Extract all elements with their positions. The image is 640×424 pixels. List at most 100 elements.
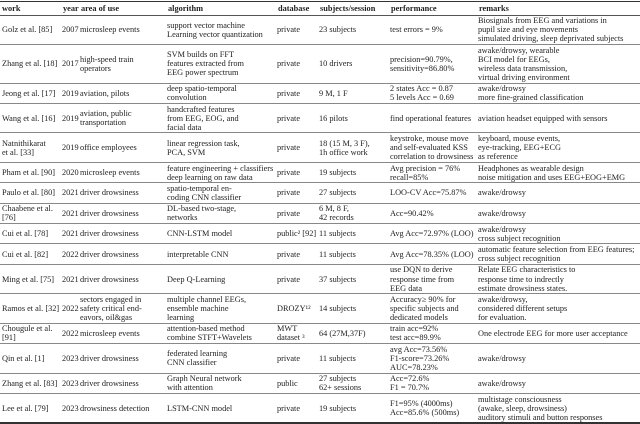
cell-performance: train acc=92% test acc=89.9% (389, 323, 477, 345)
cell-area-of-use: driver drowsiness (79, 343, 166, 374)
table-row: Cui et al. [78] 2021 driver drowsiness CNN-… (0, 223, 640, 245)
header-performance: performance (389, 1, 477, 16)
cell-database: public (276, 373, 318, 394)
cell-work: Qin et al. [1] (0, 343, 61, 374)
cell-year: 2019 (61, 103, 79, 134)
cell-algorithm: Deep Q-Learning (166, 264, 276, 295)
cell-database: private (276, 343, 318, 374)
cell-algorithm: linear regression task, PCA, SVM (166, 132, 276, 163)
cell-year: 2023 (61, 343, 79, 374)
cell-subjects-session: 10 drivers (318, 44, 389, 84)
cell-remarks: aviation headset equipped with sensors (477, 103, 640, 134)
cell-algorithm: LSTM-CNN model (166, 393, 276, 424)
table-row: Pham et al. [90] 2020 microsleep events fea… (0, 162, 640, 184)
header-subjects-session: subjects/session (318, 1, 389, 16)
cell-algorithm: attention-based method combine STFT+Wave… (166, 323, 276, 345)
cell-year: 2021 (61, 182, 79, 204)
cell-year: 2022 (61, 293, 79, 324)
table-row: Zhang et al. [83] 2023 driver drowsiness Gr… (0, 373, 640, 394)
cell-work: Golz et al. [85] (0, 15, 61, 46)
cell-performance: Avg Acc=78.35% (LOO) (389, 243, 477, 265)
cell-area-of-use: driver drowsiness (79, 373, 166, 394)
cell-remarks: multistage consciousness (awake, sleep, … (477, 393, 640, 424)
table-row: Golz et al. [85] 2007 microsleep events sup… (0, 15, 640, 46)
cell-performance: 2 states Acc = 0.87 5 levels Acc = 0.69 (389, 83, 477, 105)
table-row: Natnithikarat et al. [33] 2019 office empl… (0, 132, 640, 163)
cell-area-of-use: high-speed train operators (79, 44, 166, 84)
cell-remarks: awake/drowsy, considered different setup… (477, 293, 640, 324)
cell-work: Zhang et al. [83] (0, 373, 61, 394)
cell-database: private (276, 264, 318, 295)
cell-year: 2022 (61, 243, 79, 265)
cell-year: 2020 (61, 162, 79, 184)
header-area-of-use: area of use (79, 1, 166, 16)
cell-performance: F1=95% (4000ms) Acc=85.6% (500ms) (389, 393, 477, 424)
cell-subjects-session: 9 M, 1 F (318, 83, 389, 105)
cell-subjects-session: 11 subjects (318, 243, 389, 265)
table-row: Lee et al. [79] 2023 drowsiness detection L… (0, 393, 640, 424)
cell-year: 2023 (61, 373, 79, 394)
cell-remarks: awake/drowsy (477, 182, 640, 204)
cell-performance: precision=90.79%, sensitivity=86.80% (389, 44, 477, 84)
cell-performance: Accuracy≥ 90% for specific subjects and … (389, 293, 477, 324)
cell-year: 2023 (61, 393, 79, 424)
cell-work: Chaabene et al. [76] (0, 203, 61, 225)
cell-subjects-session: 27 subjects 62+ sessions (318, 373, 389, 394)
table-row: Ramos et al. [32] 2022 sectors engaged in … (0, 293, 640, 324)
cell-work: Lee et al. [79] (0, 393, 61, 424)
cell-algorithm: deep spatio-temporal convolution (166, 83, 276, 105)
cell-area-of-use: driver drowsiness (79, 182, 166, 204)
cell-area-of-use: office employees (79, 132, 166, 163)
cell-algorithm: federated learning CNN classifier (166, 343, 276, 374)
cell-database: private (276, 44, 318, 84)
cell-area-of-use: driver drowsiness (79, 223, 166, 245)
cell-remarks: Relate EEG characteristics to response t… (477, 264, 640, 295)
cell-work: Paulo et al. [80] (0, 182, 61, 204)
cell-performance: use DQN to derive response time from EEG… (389, 264, 477, 295)
cell-performance: test errors = 9% (389, 15, 477, 46)
cell-subjects-session: 19 subjects (318, 162, 389, 184)
cell-year: 2022 (61, 323, 79, 345)
cell-year: 2021 (61, 264, 79, 295)
cell-performance: Acc=72.6% F1 = 70.7% (389, 373, 477, 394)
cell-algorithm: multiple channel EEGs, ensemble machine … (166, 293, 276, 324)
cell-remarks: One electrode EEG for more user acceptan… (477, 323, 640, 345)
cell-area-of-use: driver drowsiness (79, 243, 166, 265)
cell-performance: Avg precision = 76% recall=85% (389, 162, 477, 184)
cell-database: private (276, 243, 318, 265)
cell-algorithm: support vector machine Learning vector q… (166, 15, 276, 46)
cell-area-of-use: microsleep events (79, 162, 166, 184)
cell-remarks: awake/drowsy (477, 343, 640, 374)
table-row: Paulo et al. [80] 2021 driver drowsiness sp… (0, 182, 640, 204)
cell-work: Cui et al. [82] (0, 243, 61, 265)
cell-algorithm: feature engineering + classifiers deep l… (166, 162, 276, 184)
cell-database: private (276, 182, 318, 204)
cell-year: 2007 (61, 15, 79, 46)
cell-work: Jeong et al. [17] (0, 83, 61, 105)
header-year: year (61, 1, 79, 16)
cell-year: 2019 (61, 132, 79, 163)
cell-area-of-use: microsleep events (79, 15, 166, 46)
cell-remarks: keyboard, mouse events, eye-tracking, EE… (477, 132, 640, 163)
cell-algorithm: CNN-LSTM model (166, 223, 276, 245)
cell-database: public² [92] (276, 223, 318, 245)
cell-remarks: awake/drowsy more fine-grained classific… (477, 83, 640, 105)
header-work: work (0, 1, 61, 16)
header-algorithm: algorithm (166, 1, 276, 16)
header-database: database (276, 1, 318, 16)
cell-performance: LOO-CV Acc=75.87% (389, 182, 477, 204)
cell-database: DROZY¹² (276, 293, 318, 324)
cell-database: private (276, 132, 318, 163)
table-row: Zhang et al. [18] 2017 high-speed train op… (0, 44, 640, 84)
cell-database: private (276, 15, 318, 46)
cell-year: 2017 (61, 44, 79, 84)
table-row: Cui et al. [82] 2022 driver drowsiness inte… (0, 243, 640, 265)
cell-subjects-session: 27 subjects (318, 182, 389, 204)
cell-area-of-use: sectors engaged in safety critical end- … (79, 293, 166, 324)
cell-performance: Acc=90.42% (389, 203, 477, 225)
cell-work: Natnithikarat et al. [33] (0, 132, 61, 163)
table-row: Jeong et al. [17] 2019 aviation, pilots dee… (0, 83, 640, 105)
table-row: Qin et al. [1] 2023 driver drowsiness feder… (0, 343, 640, 374)
cell-algorithm: spatio-temporal en- coding CNN classifie… (166, 182, 276, 204)
